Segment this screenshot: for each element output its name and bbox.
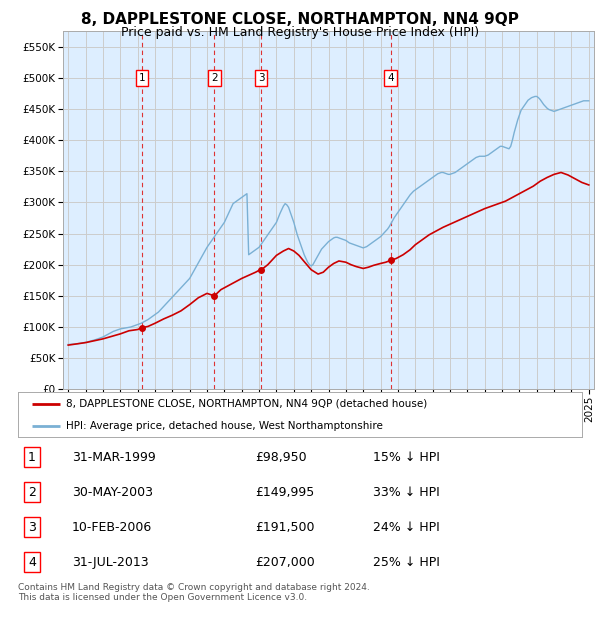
Text: 30-MAY-2003: 30-MAY-2003 (71, 485, 152, 498)
Text: 4: 4 (28, 556, 36, 569)
Text: 1: 1 (139, 73, 145, 82)
Text: 25% ↓ HPI: 25% ↓ HPI (373, 556, 440, 569)
Text: 33% ↓ HPI: 33% ↓ HPI (373, 485, 440, 498)
Text: 4: 4 (388, 73, 394, 82)
Text: 8, DAPPLESTONE CLOSE, NORTHAMPTON, NN4 9QP (detached house): 8, DAPPLESTONE CLOSE, NORTHAMPTON, NN4 9… (66, 399, 427, 409)
Text: Price paid vs. HM Land Registry's House Price Index (HPI): Price paid vs. HM Land Registry's House … (121, 26, 479, 39)
Text: 2: 2 (28, 485, 36, 498)
Text: 2: 2 (211, 73, 218, 82)
Text: HPI: Average price, detached house, West Northamptonshire: HPI: Average price, detached house, West… (66, 421, 383, 431)
Text: 8, DAPPLESTONE CLOSE, NORTHAMPTON, NN4 9QP: 8, DAPPLESTONE CLOSE, NORTHAMPTON, NN4 9… (81, 12, 519, 27)
Text: 3: 3 (257, 73, 265, 82)
Text: 3: 3 (28, 521, 36, 534)
Text: Contains HM Land Registry data © Crown copyright and database right 2024.
This d: Contains HM Land Registry data © Crown c… (18, 583, 370, 602)
Text: £98,950: £98,950 (255, 451, 307, 464)
Text: £191,500: £191,500 (255, 521, 314, 534)
Text: £149,995: £149,995 (255, 485, 314, 498)
Text: 24% ↓ HPI: 24% ↓ HPI (373, 521, 440, 534)
Text: 15% ↓ HPI: 15% ↓ HPI (373, 451, 440, 464)
Text: 1: 1 (28, 451, 36, 464)
Text: 31-JUL-2013: 31-JUL-2013 (71, 556, 148, 569)
Text: 31-MAR-1999: 31-MAR-1999 (71, 451, 155, 464)
Text: 10-FEB-2006: 10-FEB-2006 (71, 521, 152, 534)
Text: £207,000: £207,000 (255, 556, 314, 569)
